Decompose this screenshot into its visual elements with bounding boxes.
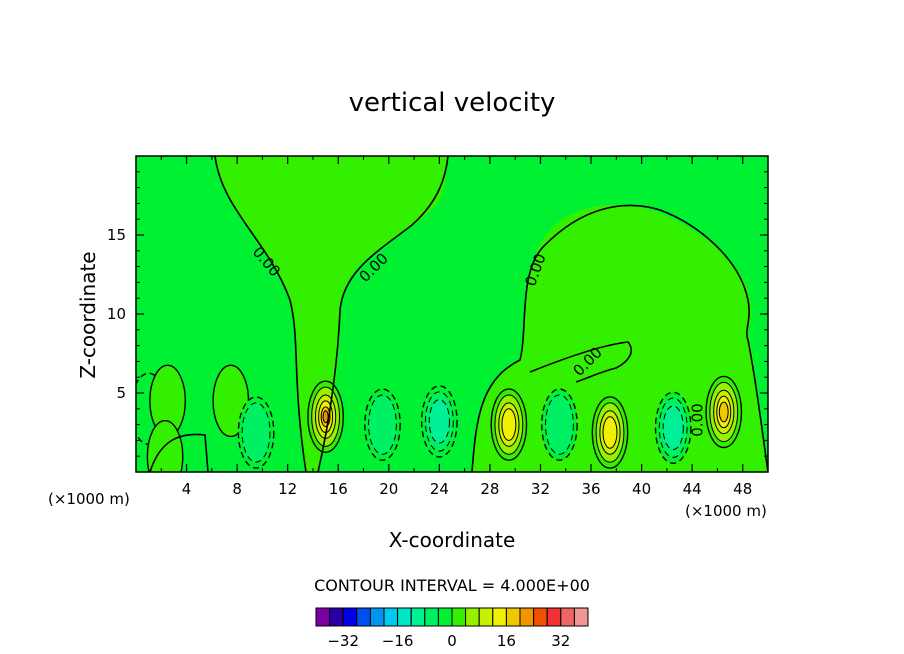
x-tick-label: 8 <box>232 480 242 498</box>
colorbar-swatch <box>397 607 412 627</box>
zero-contour-line <box>529 341 632 383</box>
x-tick-label: 20 <box>379 480 398 498</box>
x-tick-label: 16 <box>329 480 348 498</box>
colorbar-swatch <box>560 607 575 627</box>
x-tick-label: 44 <box>683 480 702 498</box>
updraft-plume <box>215 156 448 472</box>
colorbar-swatch <box>519 607 535 627</box>
downdraft-contour <box>241 402 271 463</box>
y-axis-unit: (×1000 m) <box>48 490 130 508</box>
colorbar-swatch <box>533 607 548 627</box>
colorbar-swatch <box>356 607 371 627</box>
colorbar-tick-label: 0 <box>447 632 457 650</box>
x-tick-label: 48 <box>733 480 752 498</box>
colorbar-swatch <box>369 607 385 627</box>
colorbar-swatch <box>410 607 426 627</box>
zero-contour-line <box>471 204 768 472</box>
zero-contour-label: 0.00 <box>689 403 707 436</box>
downdraft-contour <box>428 399 450 444</box>
colorbar-tick-label: −32 <box>327 632 359 650</box>
x-tick-label: 28 <box>480 480 499 498</box>
colorbar-swatch <box>492 607 507 627</box>
colorbar-tick-label: 32 <box>551 632 570 650</box>
updraft-contour <box>718 401 729 423</box>
colorbar-tick-label: −16 <box>382 632 414 650</box>
downdraft-contour <box>368 394 397 455</box>
zero-contour-line <box>149 433 209 472</box>
downdraft-contour <box>545 394 574 455</box>
x-tick-label: 32 <box>531 480 550 498</box>
downdraft-contour <box>662 405 684 450</box>
x-tick-label: 12 <box>278 480 297 498</box>
y-tick-label: 15 <box>107 226 126 244</box>
zero-contour-line <box>317 156 449 472</box>
colorbar-swatch <box>546 607 562 627</box>
x-tick-label: 4 <box>182 480 192 498</box>
contour-interval-label: CONTOUR INTERVAL = 4.000E+00 <box>314 576 590 595</box>
colorbar-tick-label: 16 <box>497 632 516 650</box>
colorbar-swatch <box>342 607 358 627</box>
colorbar-swatch <box>451 607 467 627</box>
colorbar-swatch <box>383 607 399 627</box>
colorbar-swatch <box>437 607 453 627</box>
zero-contour-line <box>214 156 307 472</box>
colorbar-swatch <box>505 607 521 627</box>
colorbar-swatch <box>424 607 439 627</box>
colorbar-swatch <box>465 607 480 627</box>
x-tick-label: 24 <box>430 480 449 498</box>
colorbar-swatch <box>315 607 331 627</box>
x-tick-label: 40 <box>632 480 651 498</box>
colorbar-swatch <box>478 607 494 627</box>
x-tick-label: 36 <box>581 480 600 498</box>
colorbar-swatch <box>573 607 589 627</box>
colorbar-swatch <box>329 607 344 627</box>
y-tick-label: 10 <box>107 305 126 323</box>
updraft-contour <box>501 408 517 441</box>
chart-title: vertical velocity <box>348 88 556 118</box>
updraft-contour <box>322 410 329 424</box>
updraft-contour <box>146 419 184 472</box>
x-axis-unit: (×1000 m) <box>685 502 767 520</box>
updraft-contour <box>602 416 618 449</box>
y-tick-label: 5 <box>116 384 126 402</box>
x-axis-label: X-coordinate <box>388 528 516 552</box>
